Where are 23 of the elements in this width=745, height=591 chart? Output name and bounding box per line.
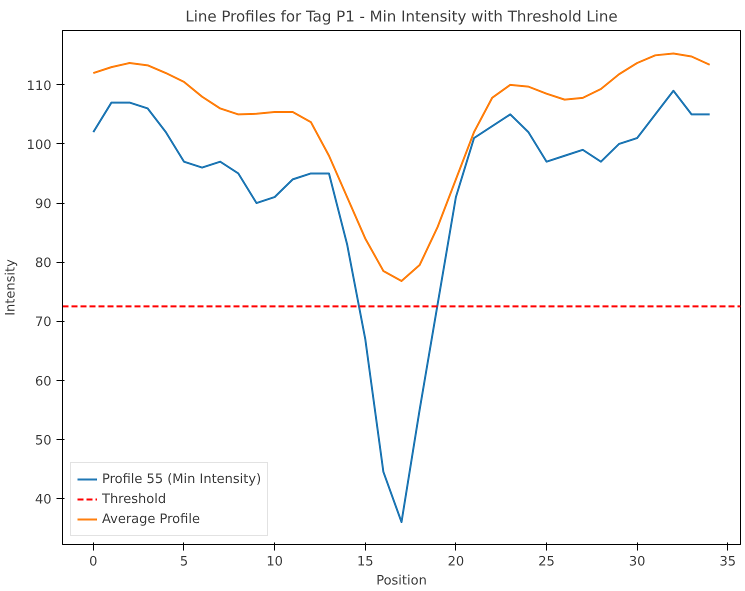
x-tick-label: 10 (266, 554, 283, 570)
x-tick-label: 20 (448, 554, 464, 570)
y-tick-label: 80 (34, 256, 52, 272)
legend-label: Threshold (102, 492, 166, 506)
y-tick-label: 70 (34, 315, 52, 330)
x-tick-label: 0 (89, 554, 98, 570)
y-axis-title: Intensity (4, 258, 19, 316)
y-tick-label: 60 (34, 374, 52, 390)
y-tick-label: 90 (34, 197, 52, 212)
legend-label: Profile 55 (Min Intensity) (102, 472, 262, 486)
line-series (92, 52, 711, 282)
chart-title: Line Profiles for Tag P1 - Min Intensity with Threshold Line (185, 8, 618, 26)
y-tick-label: 40 (34, 492, 52, 508)
x-tick-label: 30 (628, 554, 646, 570)
x-tick-label: 25 (538, 554, 555, 570)
y-tick-label: 110 (26, 78, 52, 94)
x-axis-title: Position (376, 574, 427, 588)
x-tick-label: 35 (720, 554, 736, 570)
y-tick-label: 100 (26, 138, 52, 153)
y-tick-label: 50 (34, 433, 52, 448)
x-tick-label: 5 (180, 554, 188, 570)
x-tick-label: 15 (356, 554, 374, 570)
legend-label: Average Profile (102, 512, 200, 526)
